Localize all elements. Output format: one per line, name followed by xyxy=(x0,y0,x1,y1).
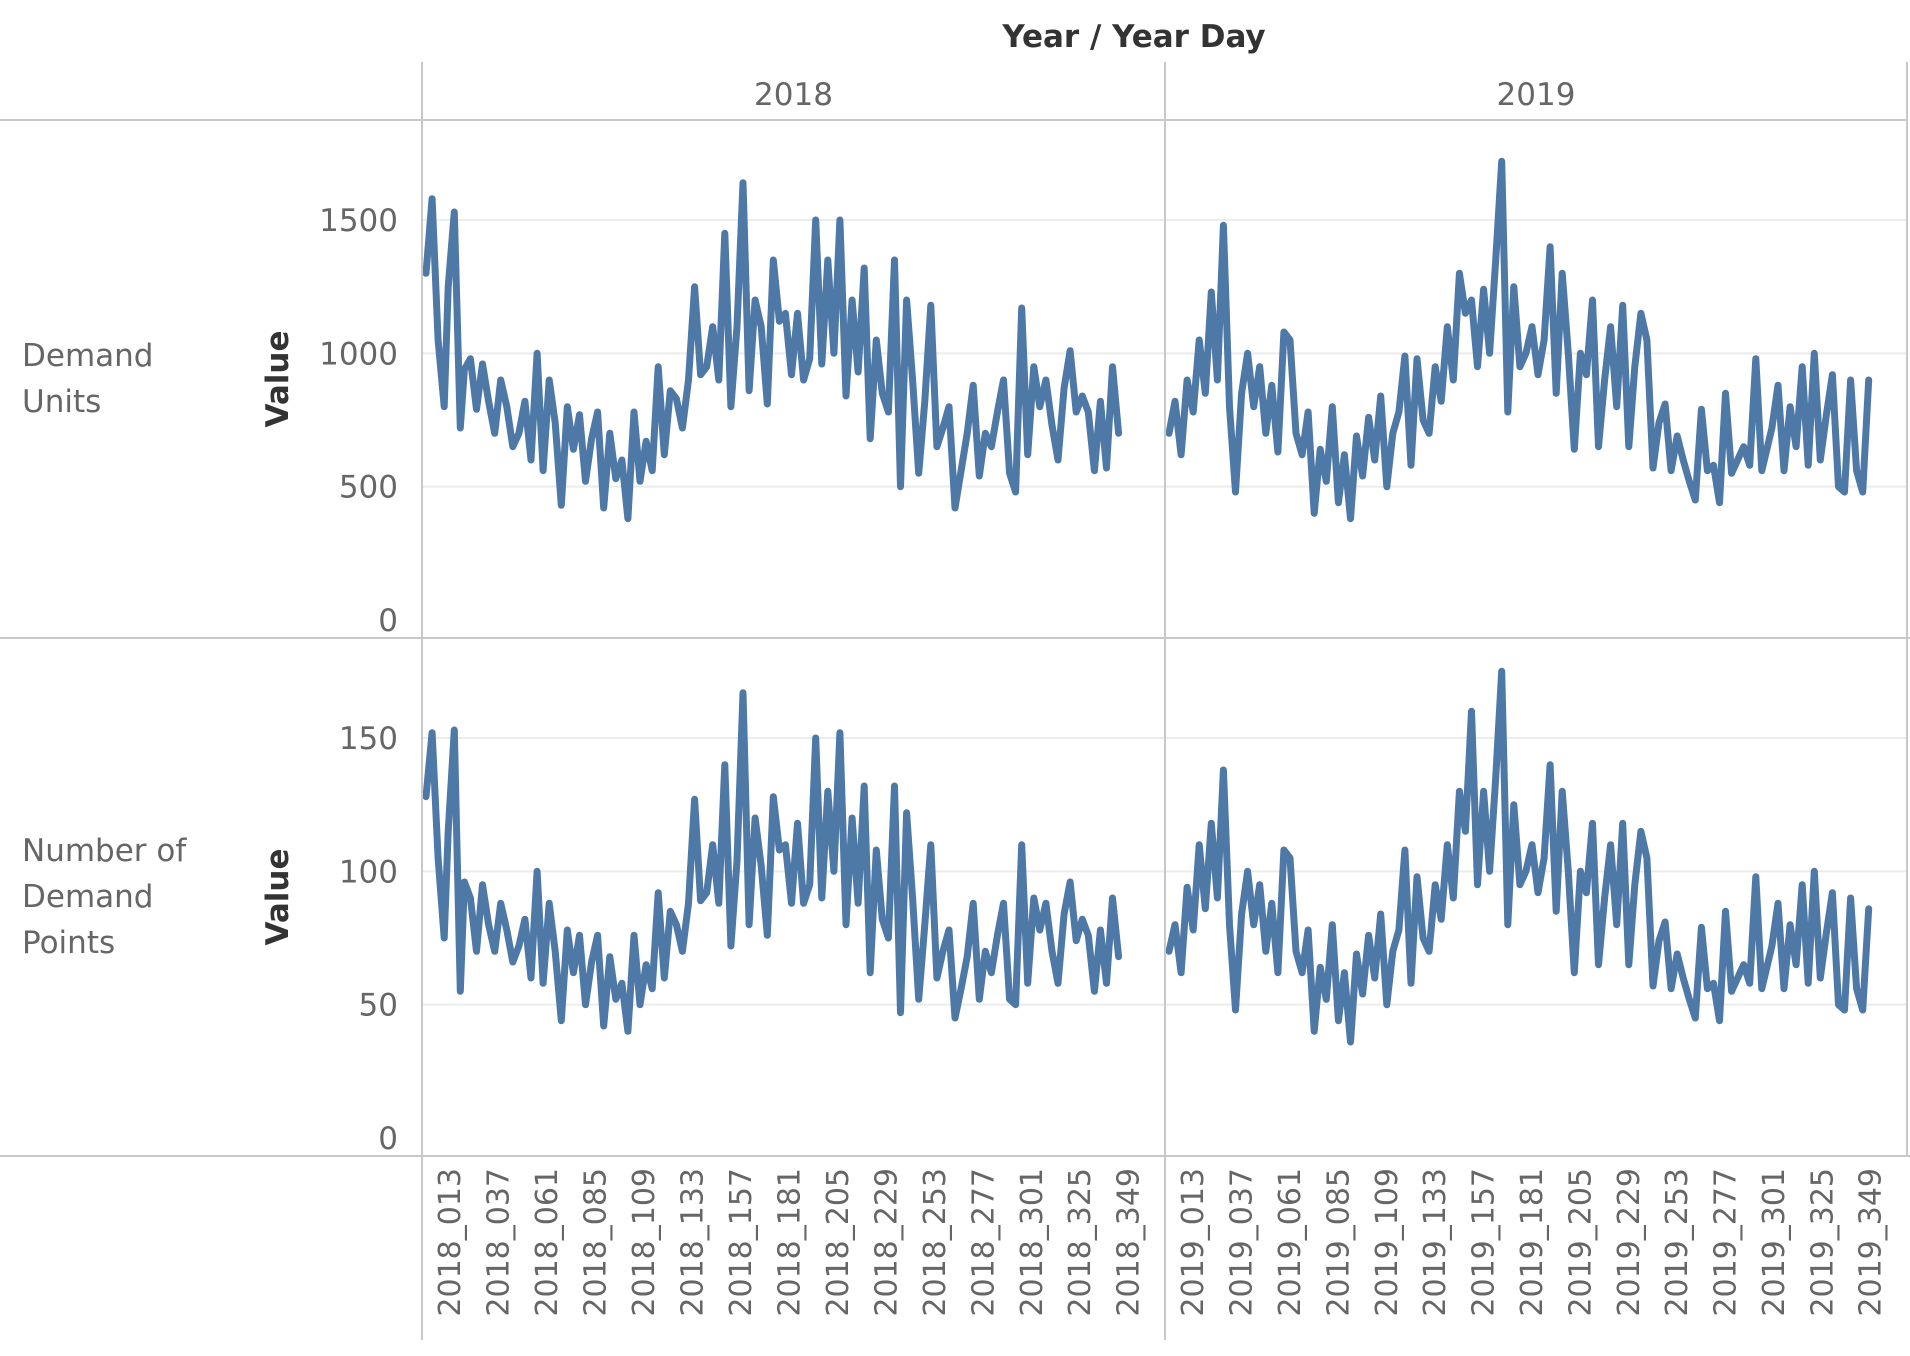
x-tick-label: 2019_157 xyxy=(1467,1168,1502,1317)
row-label-line: Demand xyxy=(22,338,153,374)
series-line-0-2019 xyxy=(1165,157,1873,523)
x-tick-label: 2019_013 xyxy=(1176,1168,1211,1317)
x-tick-label: 2018_325 xyxy=(1063,1168,1098,1317)
x-tick-label: 2018_085 xyxy=(579,1168,614,1317)
x-tick-label: 2019_061 xyxy=(1273,1168,1308,1317)
x-tick-label: 2019_085 xyxy=(1321,1168,1356,1317)
series-line-0-2018 xyxy=(422,179,1123,523)
x-tick-label: 2018_109 xyxy=(627,1168,662,1317)
x-tick-label: 2019_349 xyxy=(1854,1168,1889,1317)
x-tick-label: 2018_061 xyxy=(530,1168,565,1317)
series-line-1-2018 xyxy=(422,689,1123,1035)
row-label-line: Number of xyxy=(22,833,187,869)
x-tick-label: 2019_181 xyxy=(1515,1168,1550,1317)
x-tick-label: 2018_181 xyxy=(773,1168,808,1317)
row-label-line: Units xyxy=(22,384,101,420)
column-header-title: Year / Year Day xyxy=(1001,19,1265,55)
y-tick-label: 1000 xyxy=(319,336,398,372)
row-label-line: Points xyxy=(22,925,115,961)
x-tick-label: 2019_325 xyxy=(1805,1168,1840,1317)
x-tick-label: 2019_037 xyxy=(1225,1168,1260,1317)
year-header-2019: 2019 xyxy=(1497,77,1576,113)
y-tick-label: 0 xyxy=(378,1121,398,1157)
y-tick-label: 0 xyxy=(378,603,398,639)
x-tick-label: 2019_205 xyxy=(1563,1168,1598,1317)
x-tick-label: 2019_109 xyxy=(1370,1168,1405,1317)
row-label-line: Demand xyxy=(22,879,153,915)
text-layer: Year / Year Day 2018 2019050010001500Valu… xyxy=(22,19,1889,1317)
x-tick-label: 2018_013 xyxy=(433,1168,468,1317)
x-tick-label: 2018_229 xyxy=(869,1168,904,1317)
y-tick-label: 150 xyxy=(339,721,398,757)
y-tick-label: 50 xyxy=(359,988,398,1024)
x-tick-label: 2018_253 xyxy=(918,1168,953,1317)
series-line-1-2019 xyxy=(1165,667,1873,1046)
x-tick-label: 2018_277 xyxy=(966,1168,1001,1317)
x-tick-label: 2018_349 xyxy=(1112,1168,1147,1317)
y-axis-label: Value xyxy=(260,331,296,428)
x-tick-label: 2018_133 xyxy=(676,1168,711,1317)
x-tick-label: 2019_277 xyxy=(1709,1168,1744,1317)
line-layer xyxy=(422,157,1873,1046)
frame-layer xyxy=(0,62,1910,1340)
x-tick-label: 2019_253 xyxy=(1660,1168,1695,1317)
x-tick-label: 2018_301 xyxy=(1015,1168,1050,1317)
year-header-2018: 2018 xyxy=(754,77,833,113)
y-axis-label: Value xyxy=(260,849,296,946)
x-tick-label: 2019_301 xyxy=(1757,1168,1792,1317)
y-tick-label: 500 xyxy=(339,470,398,506)
x-tick-label: 2018_157 xyxy=(724,1168,759,1317)
y-tick-label: 100 xyxy=(339,854,398,890)
x-tick-label: 2019_229 xyxy=(1612,1168,1647,1317)
x-tick-label: 2018_205 xyxy=(821,1168,856,1317)
x-tick-label: 2018_037 xyxy=(482,1168,517,1317)
x-tick-label: 2019_133 xyxy=(1418,1168,1453,1317)
y-tick-label: 1500 xyxy=(319,203,398,239)
